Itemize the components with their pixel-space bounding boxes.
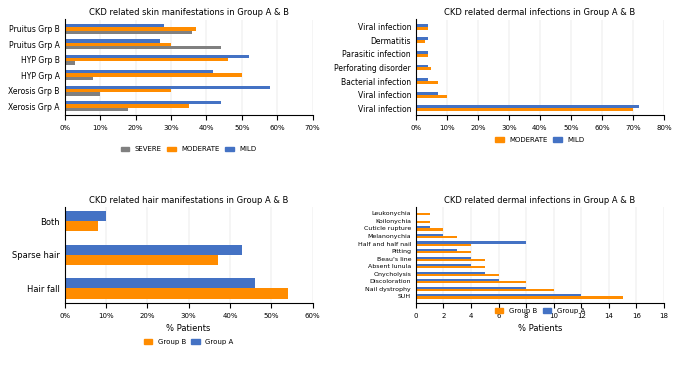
Bar [416, 51, 428, 54]
Bar [65, 27, 196, 31]
Bar [416, 226, 430, 229]
Bar [65, 255, 218, 265]
Bar [416, 274, 498, 276]
Bar [416, 279, 498, 281]
Bar [416, 297, 622, 298]
X-axis label: % Patients: % Patients [517, 324, 562, 333]
Bar [416, 213, 430, 216]
Bar [65, 31, 192, 34]
Bar [416, 244, 471, 246]
X-axis label: % Patients: % Patients [167, 324, 211, 333]
Bar [416, 249, 457, 251]
Bar [65, 85, 270, 89]
Bar [416, 221, 430, 223]
Bar [65, 73, 242, 77]
Bar [416, 289, 554, 291]
Bar [416, 54, 428, 57]
Bar [416, 40, 425, 43]
Bar [416, 257, 471, 258]
Bar [65, 62, 75, 65]
Title: CKD related dermal infections in Group A & B: CKD related dermal infections in Group A… [444, 196, 636, 205]
Title: CKD related skin manifestations in Group A & B: CKD related skin manifestations in Group… [88, 8, 288, 17]
Bar [416, 234, 443, 236]
Bar [416, 251, 471, 253]
Bar [416, 78, 428, 81]
Bar [416, 236, 457, 238]
Title: CKD related dermal infections in Group A & B: CKD related dermal infections in Group A… [444, 8, 636, 17]
Bar [65, 24, 164, 27]
Bar [65, 70, 214, 73]
Bar [65, 101, 220, 104]
Bar [416, 27, 428, 30]
Bar [416, 241, 526, 244]
Bar [65, 288, 288, 298]
Legend: MODERATE, MILD: MODERATE, MILD [493, 134, 587, 145]
Bar [65, 92, 100, 96]
Bar [416, 105, 639, 108]
Bar [416, 108, 633, 111]
Bar [65, 43, 171, 46]
Bar [416, 81, 438, 84]
Bar [65, 55, 249, 58]
Legend: Group B, Group A: Group B, Group A [141, 336, 237, 347]
Bar [416, 37, 428, 40]
Bar [65, 211, 106, 221]
Legend: Group B, Group A: Group B, Group A [492, 305, 588, 317]
Bar [416, 95, 447, 98]
Bar [416, 294, 581, 297]
Bar [416, 264, 471, 266]
Bar [416, 281, 526, 283]
Bar [65, 58, 228, 62]
Bar [65, 89, 171, 92]
Bar [416, 229, 443, 231]
Bar [65, 221, 98, 231]
Title: CKD related hair manifestations in Group A & B: CKD related hair manifestations in Group… [89, 196, 288, 205]
Legend: SEVERE, MODERATE, MILD: SEVERE, MODERATE, MILD [118, 144, 259, 155]
Bar [65, 278, 255, 288]
Bar [416, 68, 431, 70]
Bar [416, 65, 428, 68]
Bar [416, 266, 485, 268]
Bar [416, 258, 485, 261]
Bar [65, 245, 242, 255]
Bar [65, 46, 220, 50]
Bar [65, 108, 129, 111]
Bar [65, 77, 93, 80]
Bar [416, 287, 526, 289]
Bar [416, 24, 428, 27]
Bar [65, 39, 160, 43]
Bar [65, 104, 188, 108]
Bar [416, 272, 485, 274]
Bar [416, 92, 438, 95]
